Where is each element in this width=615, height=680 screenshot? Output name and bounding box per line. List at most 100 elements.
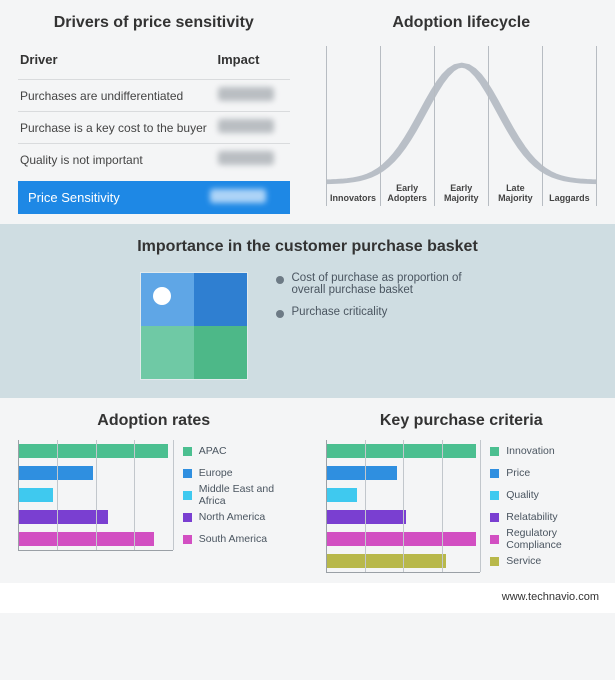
legend-label: South America: [199, 533, 267, 545]
legend-label: North America: [199, 511, 266, 523]
legend-label: Regulatory Compliance: [506, 527, 597, 551]
legend-swatch: [490, 513, 499, 522]
bar-row: [19, 506, 173, 528]
bar: [327, 532, 476, 546]
bar: [327, 466, 398, 480]
legend-item: Price: [490, 462, 597, 484]
impact-blurred: [218, 87, 274, 101]
lifecycle-segment: EarlyMajority: [434, 46, 488, 206]
lifecycle-segment: EarlyAdopters: [380, 46, 434, 206]
legend-swatch: [490, 557, 499, 566]
drivers-row: Purchases are undifferentiated: [18, 79, 290, 111]
bar: [19, 488, 53, 502]
legend-swatch: [183, 491, 192, 500]
lifecycle-segment: Laggards: [542, 46, 597, 206]
bullet-icon: [276, 310, 284, 318]
infographic-root: Drivers of price sensitivity Driver Impa…: [0, 0, 615, 613]
importance-marker: [153, 287, 171, 305]
bar: [327, 488, 358, 502]
legend-swatch: [183, 513, 192, 522]
legend-label: Quality: [506, 489, 539, 501]
lifecycle-chart: InnovatorsEarlyAdoptersEarlyMajorityLate…: [326, 46, 598, 206]
importance-quadrant: [140, 272, 248, 380]
adoption-rates-panel: Adoption rates APAC EuropeMiddle East and…: [0, 398, 308, 583]
bar: [19, 466, 93, 480]
bar: [327, 510, 407, 524]
legend-item: Middle East and Africa: [183, 484, 290, 506]
legend-label: APAC: [199, 445, 227, 457]
bar-row: [19, 528, 173, 550]
summary-label: Price Sensitivity: [28, 190, 210, 205]
bar-row: [327, 462, 481, 484]
bar: [327, 554, 447, 568]
legend-item: North America: [183, 506, 290, 528]
legend-swatch: [183, 469, 192, 478]
impact-blurred: [218, 119, 274, 133]
legend-label: Service: [506, 555, 541, 567]
driver-label: Quality is not important: [20, 153, 218, 167]
legend-label: Relatability: [506, 511, 557, 523]
bar-row: [19, 484, 173, 506]
legend-item: Service: [490, 550, 597, 572]
importance-panel: Importance in the customer purchase bask…: [0, 224, 615, 398]
legend-swatch: [490, 469, 499, 478]
drivers-col-impact: Impact: [218, 52, 288, 67]
bar: [19, 510, 108, 524]
importance-title: Importance in the customer purchase bask…: [18, 238, 597, 256]
legend-swatch: [490, 491, 499, 500]
importance-legend-item: Cost of purchase as proportion of overal…: [292, 272, 476, 296]
legend-swatch: [183, 447, 192, 456]
lifecycle-segment-label: EarlyMajority: [435, 184, 488, 204]
lifecycle-segment-label: Innovators: [327, 194, 380, 204]
bar-row: [327, 550, 481, 572]
lifecycle-segment: Innovators: [326, 46, 380, 206]
drivers-row: Purchase is a key cost to the buyer: [18, 111, 290, 143]
price-sensitivity-summary: Price Sensitivity: [18, 181, 290, 214]
legend-swatch: [490, 447, 499, 456]
drivers-panel: Drivers of price sensitivity Driver Impa…: [0, 0, 308, 224]
lifecycle-panel: Adoption lifecycle InnovatorsEarlyAdopte…: [308, 0, 615, 224]
driver-label: Purchases are undifferentiated: [20, 89, 218, 103]
legend-item: Quality: [490, 484, 597, 506]
legend-item: Innovation: [490, 440, 597, 462]
lifecycle-segment: LateMajority: [488, 46, 542, 206]
drivers-col-driver: Driver: [20, 52, 218, 67]
importance-legend-item: Purchase criticality: [292, 306, 388, 318]
driver-label: Purchase is a key cost to the buyer: [20, 121, 218, 135]
importance-legend: Cost of purchase as proportion of overal…: [276, 272, 476, 328]
bar-row: [19, 462, 173, 484]
legend-swatch: [183, 535, 192, 544]
purchase-criteria-legend: Innovation Price Quality Relatability Regula…: [490, 440, 597, 572]
legend-item: Relatability: [490, 506, 597, 528]
bar-row: [19, 440, 173, 462]
legend-label: Innovation: [506, 445, 554, 457]
lifecycle-segment-label: LateMajority: [489, 184, 542, 204]
bar-row: [327, 440, 481, 462]
adoption-rates-title: Adoption rates: [18, 412, 290, 430]
lifecycle-title: Adoption lifecycle: [326, 14, 598, 32]
bullet-icon: [276, 276, 284, 284]
drivers-row: Quality is not important: [18, 143, 290, 175]
bar-row: [327, 484, 481, 506]
drivers-table-body: Purchases are undifferentiated Purchase i…: [18, 79, 290, 175]
purchase-criteria-bars: [326, 440, 481, 573]
legend-label: Price: [506, 467, 530, 479]
legend-item: Europe: [183, 462, 290, 484]
legend-item: APAC: [183, 440, 290, 462]
summary-impact-blurred: [210, 189, 266, 203]
lifecycle-segment-label: EarlyAdopters: [381, 184, 434, 204]
adoption-rates-legend: APAC EuropeMiddle East and Africa North Am…: [183, 440, 290, 550]
legend-swatch: [490, 535, 499, 544]
bar: [19, 532, 154, 546]
bar-row: [327, 528, 481, 550]
legend-item: Regulatory Compliance: [490, 528, 597, 550]
impact-blurred: [218, 151, 274, 165]
drivers-table-header: Driver Impact: [18, 46, 290, 73]
purchase-criteria-title: Key purchase criteria: [326, 412, 598, 430]
legend-label: Middle East and Africa: [199, 483, 290, 507]
adoption-rates-bars: [18, 440, 173, 551]
lifecycle-segment-label: Laggards: [543, 194, 596, 204]
bar: [19, 444, 168, 458]
bar-row: [327, 506, 481, 528]
drivers-title: Drivers of price sensitivity: [18, 14, 290, 32]
